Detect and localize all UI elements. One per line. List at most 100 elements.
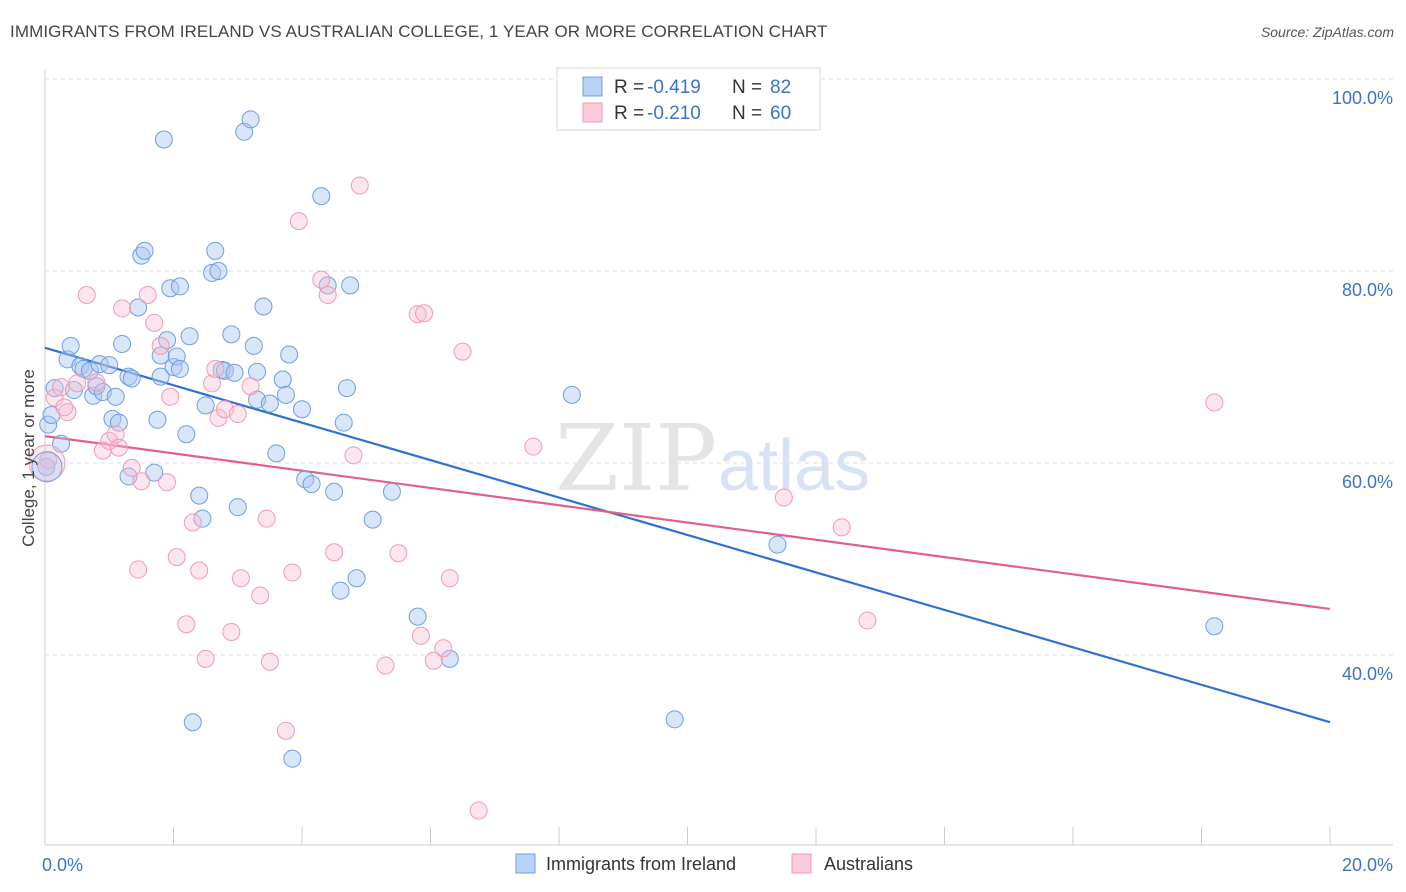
australians-point-50: [434, 639, 453, 658]
australians-point-26: [206, 359, 225, 378]
ireland-point-40: [203, 263, 222, 282]
ireland-point-57: [276, 385, 295, 404]
australians-point-33: [251, 586, 270, 605]
australians-point-3: [58, 403, 77, 422]
ireland-point-78: [1205, 617, 1224, 636]
ireland-point-34: [177, 425, 196, 444]
australians-point-17: [151, 336, 170, 355]
ireland-point-70: [347, 569, 366, 588]
australians-point-46: [408, 305, 427, 324]
ireland-point-27: [154, 130, 173, 149]
series-legend: Immigrants from Ireland Australians: [515, 853, 913, 874]
ireland-point-38: [193, 509, 212, 528]
australians-point-38: [289, 212, 308, 231]
legend-n-value-1: 82: [770, 77, 791, 98]
ireland-trendline: [44, 346, 1331, 724]
ireland-point-71: [363, 510, 382, 529]
australians-point-59: [55, 398, 74, 417]
x-tick-label-0: 0.0%: [42, 855, 83, 875]
ireland-point-41: [206, 241, 225, 260]
australians-trendline: [44, 435, 1331, 611]
ireland-point-33: [170, 359, 189, 378]
ireland-point-74: [440, 649, 459, 668]
australians-point-24: [196, 649, 215, 668]
australians-point-10: [109, 438, 128, 457]
australians-point-9: [106, 425, 125, 444]
australians-point-30: [228, 405, 247, 424]
axes: [44, 70, 1393, 846]
legend-swatch-blue: [582, 76, 603, 97]
ireland-point-20: [129, 298, 148, 317]
y-axis-label: College, 1 year or more: [19, 369, 38, 547]
australians-point-49: [424, 651, 443, 670]
ireland-point-25: [151, 367, 170, 386]
ireland-point-65: [325, 482, 344, 501]
ireland-point-72: [382, 482, 401, 501]
ireland-point-39: [196, 396, 215, 415]
ireland-point-1: [45, 379, 64, 398]
australians-point-2: [52, 378, 71, 397]
ireland-point-10: [90, 355, 109, 374]
ireland-point-23: [145, 463, 164, 482]
australians-point-45: [389, 544, 408, 563]
ireland-point-75: [562, 385, 581, 404]
source-credit: Source: ZipAtlas.com: [1260, 24, 1394, 40]
ireland-point-42: [209, 262, 228, 280]
ireland-point-49: [241, 110, 260, 129]
ireland-point-69: [341, 276, 360, 295]
data-points: [28, 110, 1224, 820]
australians-point-56: [832, 518, 851, 537]
ireland-point-60: [293, 400, 311, 419]
trendlines: [44, 346, 1331, 724]
legend-n-label-2: N =: [732, 103, 762, 124]
australians-point-1: [45, 388, 64, 407]
legend-swatch-pink: [582, 102, 603, 123]
ireland-point-12: [100, 356, 119, 375]
ireland-point-58: [280, 345, 299, 364]
australians-point-20: [167, 548, 186, 567]
australians-point-47: [411, 626, 430, 645]
australians-point-13: [129, 560, 148, 579]
y-tick-label-3: 40.0%: [1342, 664, 1393, 684]
ireland-point-55: [267, 444, 286, 463]
ireland-point-46: [225, 363, 244, 382]
ireland-point-16: [113, 334, 132, 353]
australians-point-36: [276, 721, 295, 740]
series-legend-label-ireland: Immigrants from Ireland: [546, 854, 736, 874]
ireland-point-0: [39, 415, 58, 434]
zipatlas-watermark: ZIP atlas: [555, 405, 870, 512]
australians-point-40: [318, 286, 337, 304]
ireland-cluster-point: [31, 451, 63, 483]
legend-r-value-1: -0.419: [647, 77, 701, 98]
ireland-point-63: [312, 187, 331, 206]
australians-point-52: [453, 342, 472, 361]
australians-point-25: [203, 374, 222, 393]
ireland-point-15: [109, 413, 128, 432]
australians-point-22: [183, 513, 202, 532]
x-tick-label-1: 20.0%: [1342, 855, 1393, 875]
legend-n-label-1: N =: [732, 77, 762, 98]
australians-point-43: [350, 176, 369, 195]
australians-point-53: [469, 801, 488, 820]
ireland-point-50: [244, 336, 263, 355]
australians-point-42: [344, 446, 363, 465]
ireland-point-3: [61, 336, 80, 355]
ireland-point-59: [283, 749, 302, 768]
australians-point-8: [100, 431, 119, 450]
ireland-point-8: [84, 386, 103, 405]
ireland-point-32: [170, 277, 189, 296]
australians-point-55: [774, 488, 793, 507]
australians-point-37: [283, 563, 302, 582]
ireland-point-56: [273, 370, 292, 389]
legend-r-value-2: -0.210: [647, 103, 701, 124]
series-legend-label-australians: Australians: [824, 854, 913, 874]
chart-title: IMMIGRANTS FROM IRELAND VS AUSTRALIAN CO…: [10, 22, 828, 41]
australians-point-4: [68, 374, 87, 393]
australians-cluster-point: [28, 444, 66, 482]
ireland-point-35: [180, 327, 199, 346]
australians-point-6: [87, 373, 106, 392]
ireland-point-26: [151, 346, 170, 365]
ireland-point-36: [183, 713, 202, 732]
australians-point-35: [260, 652, 279, 671]
